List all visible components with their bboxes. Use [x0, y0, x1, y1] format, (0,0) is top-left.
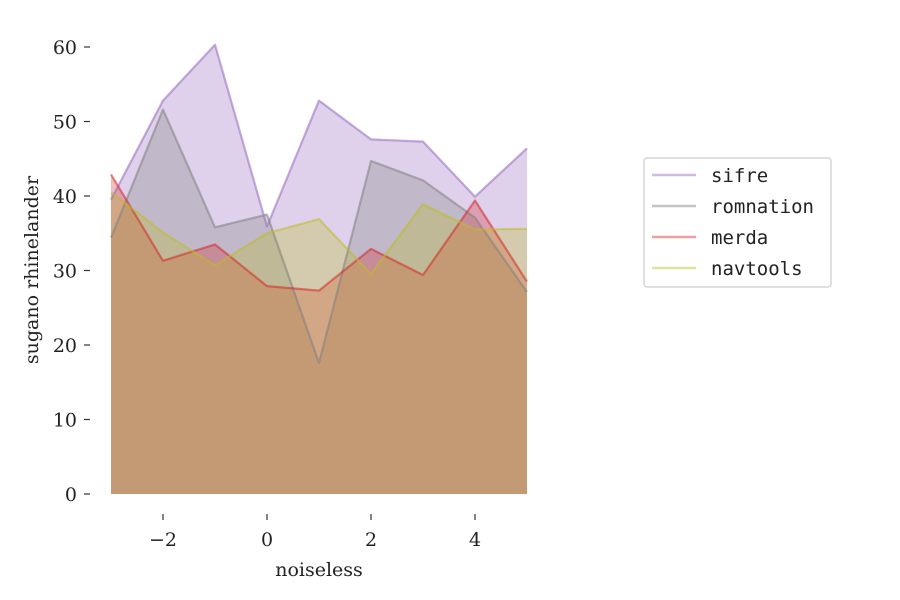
- legend-label-romnation: romnation: [711, 196, 814, 218]
- x-tick-label: 4: [469, 529, 481, 551]
- series-area-merda: [111, 174, 527, 494]
- legend-frame: [643, 157, 832, 288]
- series-lines: [109, 43, 528, 364]
- x-axis: −2 0 2 4: [149, 514, 481, 551]
- y-axis: 0 10 20 30 40 50 60: [53, 37, 90, 506]
- legend-label-navtools: navtools: [711, 258, 803, 280]
- series-areas: [111, 44, 527, 495]
- series-line-romnation: [109, 108, 528, 364]
- legend: sifre romnation merda navtools: [643, 157, 832, 288]
- series-area-sifre: [111, 44, 527, 495]
- x-tick-label: 2: [365, 529, 377, 551]
- y-tick-label: 40: [53, 186, 77, 208]
- y-tick-label: 50: [53, 112, 77, 134]
- y-tick-label: 20: [53, 335, 77, 357]
- y-tick-label: 60: [53, 37, 77, 59]
- series-line-merda: [110, 173, 528, 292]
- x-tick-label: −2: [149, 529, 177, 551]
- y-tick-label: 0: [65, 484, 77, 506]
- y-tick-label: 10: [53, 410, 77, 432]
- x-tick-label: 0: [261, 529, 273, 551]
- legend-label-sifre: sifre: [711, 165, 768, 187]
- y-axis-label: sugano rhinelander: [21, 175, 43, 364]
- series-line-sifre: [110, 43, 528, 228]
- series-area-navtools: [111, 192, 527, 495]
- series-line-navtools: [110, 191, 528, 276]
- y-tick-label: 30: [53, 261, 77, 283]
- x-axis-label: noiseless: [275, 559, 363, 581]
- legend-label-merda: merda: [711, 227, 768, 249]
